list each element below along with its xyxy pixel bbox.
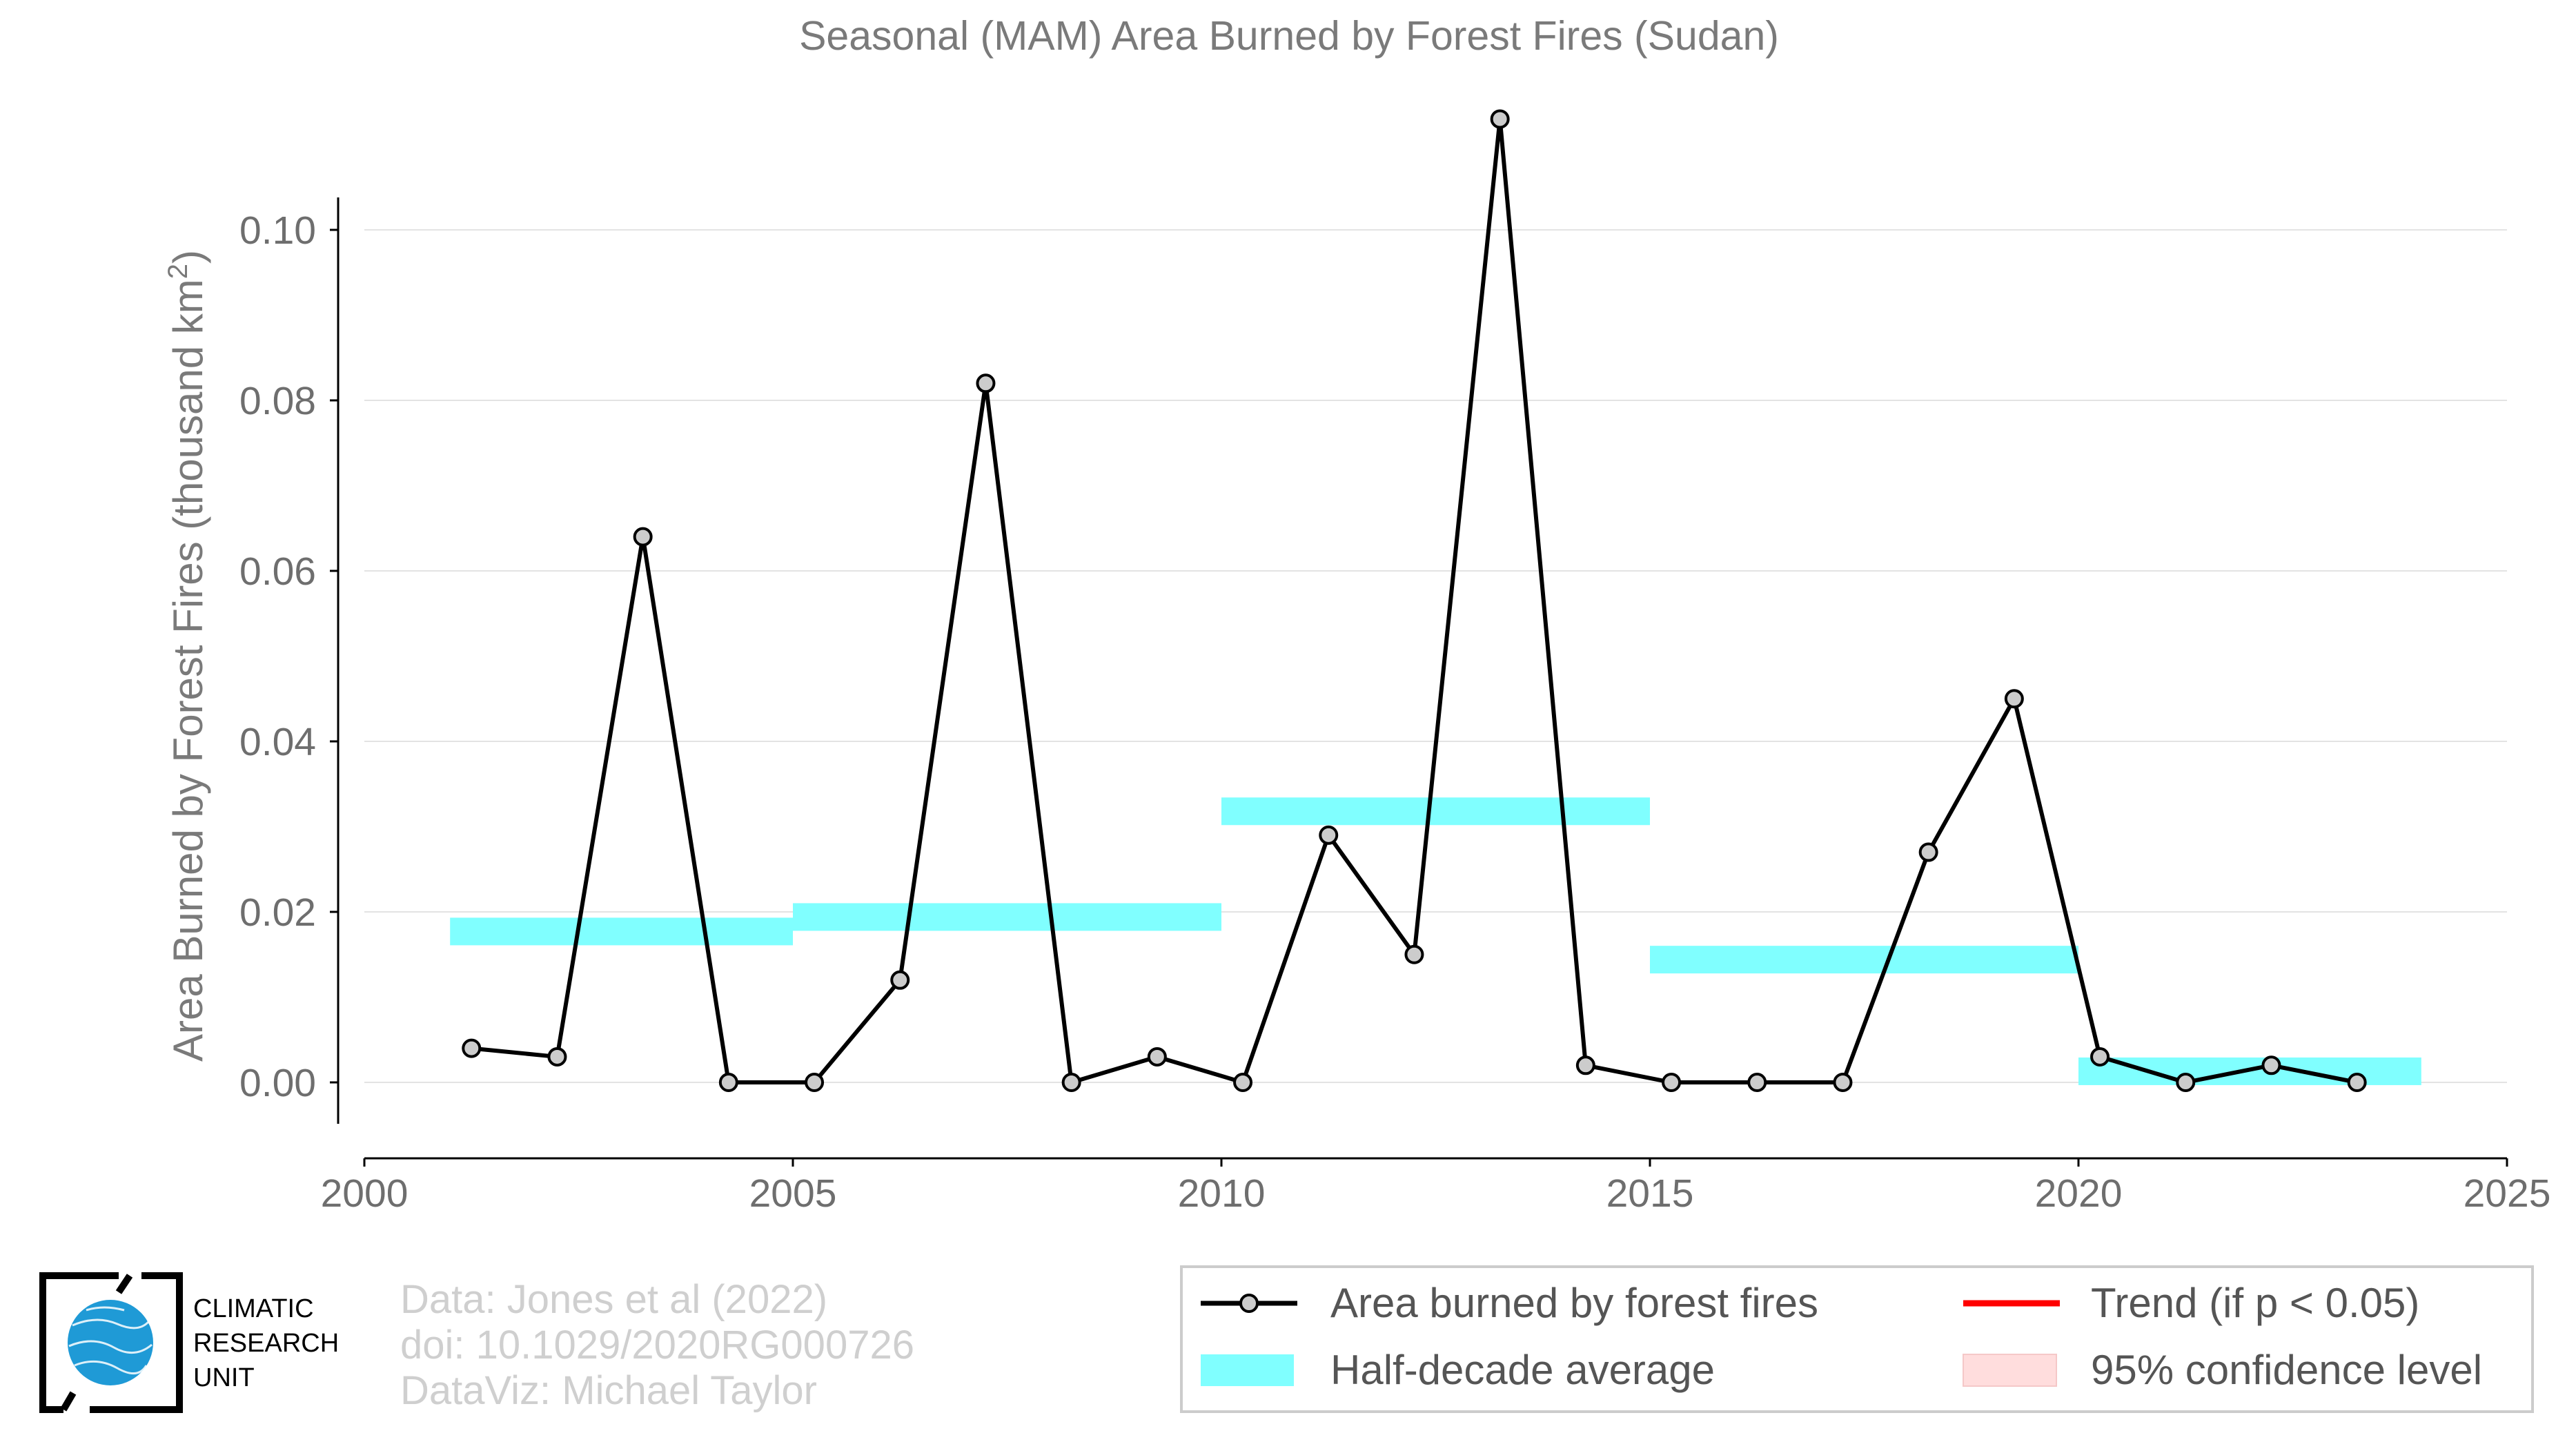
series-point xyxy=(1918,842,1938,862)
logo-frame-right xyxy=(90,1272,183,1413)
series-point xyxy=(633,527,653,547)
cru-logo: CLIMATIC RESEARCH UNIT xyxy=(39,1272,339,1413)
y-tick-label: 0.02 xyxy=(239,890,316,935)
legend-swatch-confidence xyxy=(1963,1354,2057,1387)
series-point xyxy=(805,1073,825,1092)
legend-box xyxy=(1180,1265,2534,1413)
series-point xyxy=(2090,1046,2110,1067)
x-tick-label: 2000 xyxy=(321,1171,409,1216)
x-tick-label: 2015 xyxy=(1606,1171,1694,1216)
credit-doi: doi: 10.1029/2020RG000726 xyxy=(400,1323,914,1367)
x-tick-label: 2020 xyxy=(2035,1171,2123,1216)
half-decade-average-bar xyxy=(1221,797,1650,826)
series-point xyxy=(2004,689,2024,709)
y-tick-label: 0.06 xyxy=(239,549,316,594)
series-point xyxy=(2261,1055,2281,1075)
series-point xyxy=(718,1073,738,1092)
x-tick-label: 2010 xyxy=(1178,1171,1266,1216)
series-point xyxy=(1233,1073,1253,1092)
legend-label-average: Half-decade average xyxy=(1330,1347,1715,1393)
logo-text-line2: RESEARCH xyxy=(193,1329,339,1358)
y-tick-label: 0.10 xyxy=(239,208,316,253)
series-point xyxy=(1747,1073,1767,1092)
series-point xyxy=(1833,1073,1853,1092)
series-point xyxy=(1575,1055,1595,1075)
legend-swatch-average xyxy=(1201,1354,1294,1386)
grid-lines xyxy=(364,229,2507,1083)
series-point xyxy=(976,373,996,393)
logo-slash-bottom xyxy=(60,1391,77,1412)
legend-label-trend: Trend (if p < 0.05) xyxy=(2091,1280,2419,1326)
x-tick-label: 2025 xyxy=(2464,1171,2551,1216)
logo-slash-top xyxy=(115,1274,133,1294)
half-decade-average-bar xyxy=(1650,946,2078,974)
series-point xyxy=(1147,1046,1167,1067)
series-point xyxy=(462,1038,482,1058)
series-point xyxy=(890,970,910,990)
credit-data-source: Data: Jones et al (2022) xyxy=(400,1277,827,1322)
half-decade-average-bar xyxy=(450,917,793,946)
legend-label-series: Area burned by forest fires xyxy=(1330,1280,1818,1326)
x-ticks: 2000 2005 2010 2015 2020 2025 xyxy=(321,1158,2551,1216)
series-point xyxy=(2347,1073,2367,1092)
series-point xyxy=(1490,109,1510,129)
globe-contours-icon xyxy=(68,1306,153,1374)
series-point xyxy=(1319,825,1339,845)
logo-text-line1: CLIMATIC xyxy=(193,1294,314,1323)
x-tick-label: 2005 xyxy=(749,1171,837,1216)
y-tick-label: 0.00 xyxy=(239,1061,316,1105)
logo-frame-left xyxy=(39,1272,119,1413)
legend-label-confidence: 95% confidence level xyxy=(2091,1347,2482,1393)
y-axis-title: Area Burned by Forest Fires (thousand km… xyxy=(163,250,211,1062)
half-decade-average-bar xyxy=(793,903,1221,931)
y-tick-label: 0.04 xyxy=(239,720,316,764)
legend: Area burned by forest fires Trend (if p … xyxy=(1180,1265,2534,1413)
series-points xyxy=(462,109,2367,1092)
y-tick-label: 0.08 xyxy=(239,379,316,423)
series-point xyxy=(1061,1073,1081,1092)
logo-text-line3: UNIT xyxy=(193,1363,255,1392)
chart-title: Seasonal (MAM) Area Burned by Forest Fir… xyxy=(799,13,1779,59)
legend-swatch-marker xyxy=(1239,1294,1259,1313)
credit-dataviz: DataViz: Michael Taylor xyxy=(400,1368,817,1413)
series-point xyxy=(2176,1073,2196,1092)
y-ticks: 0.00 0.02 0.04 0.06 0.08 0.10 xyxy=(239,208,338,1105)
series-point xyxy=(1404,944,1424,964)
series-point xyxy=(1662,1073,1682,1092)
series-point xyxy=(547,1046,567,1067)
half-decade-average-bars xyxy=(450,797,2421,1085)
